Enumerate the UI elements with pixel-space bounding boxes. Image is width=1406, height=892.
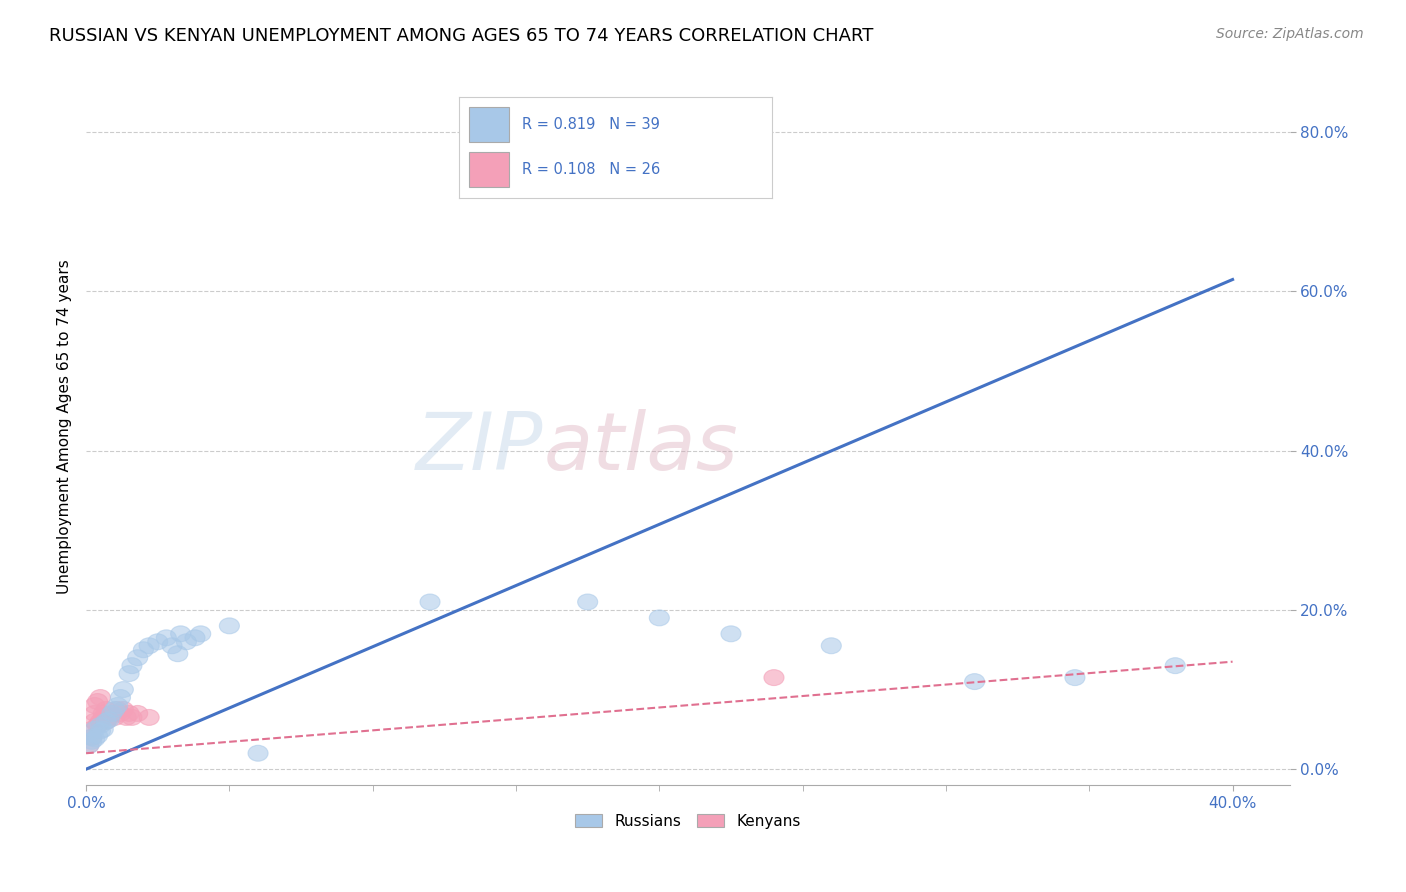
Ellipse shape	[87, 693, 108, 709]
Ellipse shape	[128, 649, 148, 665]
Ellipse shape	[247, 746, 269, 761]
Ellipse shape	[176, 634, 197, 649]
Text: ZIP: ZIP	[416, 409, 544, 487]
Ellipse shape	[84, 722, 104, 738]
Ellipse shape	[139, 638, 159, 654]
Ellipse shape	[90, 690, 111, 706]
Ellipse shape	[128, 706, 148, 722]
Ellipse shape	[721, 626, 741, 641]
Legend: Russians, Kenyans: Russians, Kenyans	[569, 807, 807, 835]
Ellipse shape	[167, 646, 188, 662]
Ellipse shape	[98, 709, 120, 725]
Ellipse shape	[111, 690, 131, 706]
Ellipse shape	[82, 730, 101, 746]
Text: atlas: atlas	[544, 409, 738, 487]
Ellipse shape	[84, 706, 104, 722]
Ellipse shape	[763, 670, 785, 686]
Ellipse shape	[96, 714, 117, 730]
Text: RUSSIAN VS KENYAN UNEMPLOYMENT AMONG AGES 65 TO 74 YEARS CORRELATION CHART: RUSSIAN VS KENYAN UNEMPLOYMENT AMONG AGE…	[49, 27, 873, 45]
Ellipse shape	[186, 630, 205, 646]
Ellipse shape	[93, 709, 114, 725]
Ellipse shape	[93, 706, 114, 722]
Ellipse shape	[101, 706, 122, 722]
Ellipse shape	[1064, 670, 1085, 686]
Ellipse shape	[82, 730, 101, 746]
Ellipse shape	[821, 638, 841, 654]
Ellipse shape	[104, 701, 125, 717]
Ellipse shape	[134, 641, 153, 657]
Ellipse shape	[82, 733, 101, 749]
Ellipse shape	[90, 717, 111, 733]
Ellipse shape	[79, 738, 98, 753]
Ellipse shape	[90, 723, 111, 739]
Ellipse shape	[84, 731, 104, 747]
Ellipse shape	[114, 701, 134, 717]
Ellipse shape	[139, 709, 159, 725]
Ellipse shape	[98, 712, 120, 728]
Ellipse shape	[170, 626, 191, 641]
Ellipse shape	[82, 722, 101, 738]
Ellipse shape	[87, 728, 108, 744]
Ellipse shape	[120, 665, 139, 681]
Ellipse shape	[120, 706, 139, 722]
Ellipse shape	[148, 634, 167, 649]
Ellipse shape	[122, 709, 142, 725]
Ellipse shape	[111, 706, 131, 722]
Ellipse shape	[108, 701, 128, 717]
Ellipse shape	[104, 709, 125, 725]
Ellipse shape	[84, 698, 104, 714]
Ellipse shape	[93, 722, 114, 738]
Ellipse shape	[108, 698, 128, 714]
Ellipse shape	[219, 618, 239, 634]
Ellipse shape	[122, 657, 142, 673]
Ellipse shape	[191, 626, 211, 641]
Ellipse shape	[96, 714, 117, 730]
Ellipse shape	[90, 714, 111, 730]
Ellipse shape	[162, 638, 183, 654]
Ellipse shape	[101, 706, 122, 722]
Text: Source: ZipAtlas.com: Source: ZipAtlas.com	[1216, 27, 1364, 41]
Y-axis label: Unemployment Among Ages 65 to 74 years: Unemployment Among Ages 65 to 74 years	[58, 260, 72, 594]
Ellipse shape	[96, 701, 117, 717]
Ellipse shape	[156, 630, 176, 646]
Ellipse shape	[114, 681, 134, 698]
Ellipse shape	[420, 594, 440, 610]
Ellipse shape	[578, 594, 598, 610]
Ellipse shape	[87, 717, 108, 733]
Ellipse shape	[965, 673, 984, 690]
Ellipse shape	[650, 610, 669, 626]
Ellipse shape	[1166, 657, 1185, 673]
Ellipse shape	[84, 714, 104, 730]
Ellipse shape	[117, 709, 136, 725]
Ellipse shape	[79, 738, 98, 753]
